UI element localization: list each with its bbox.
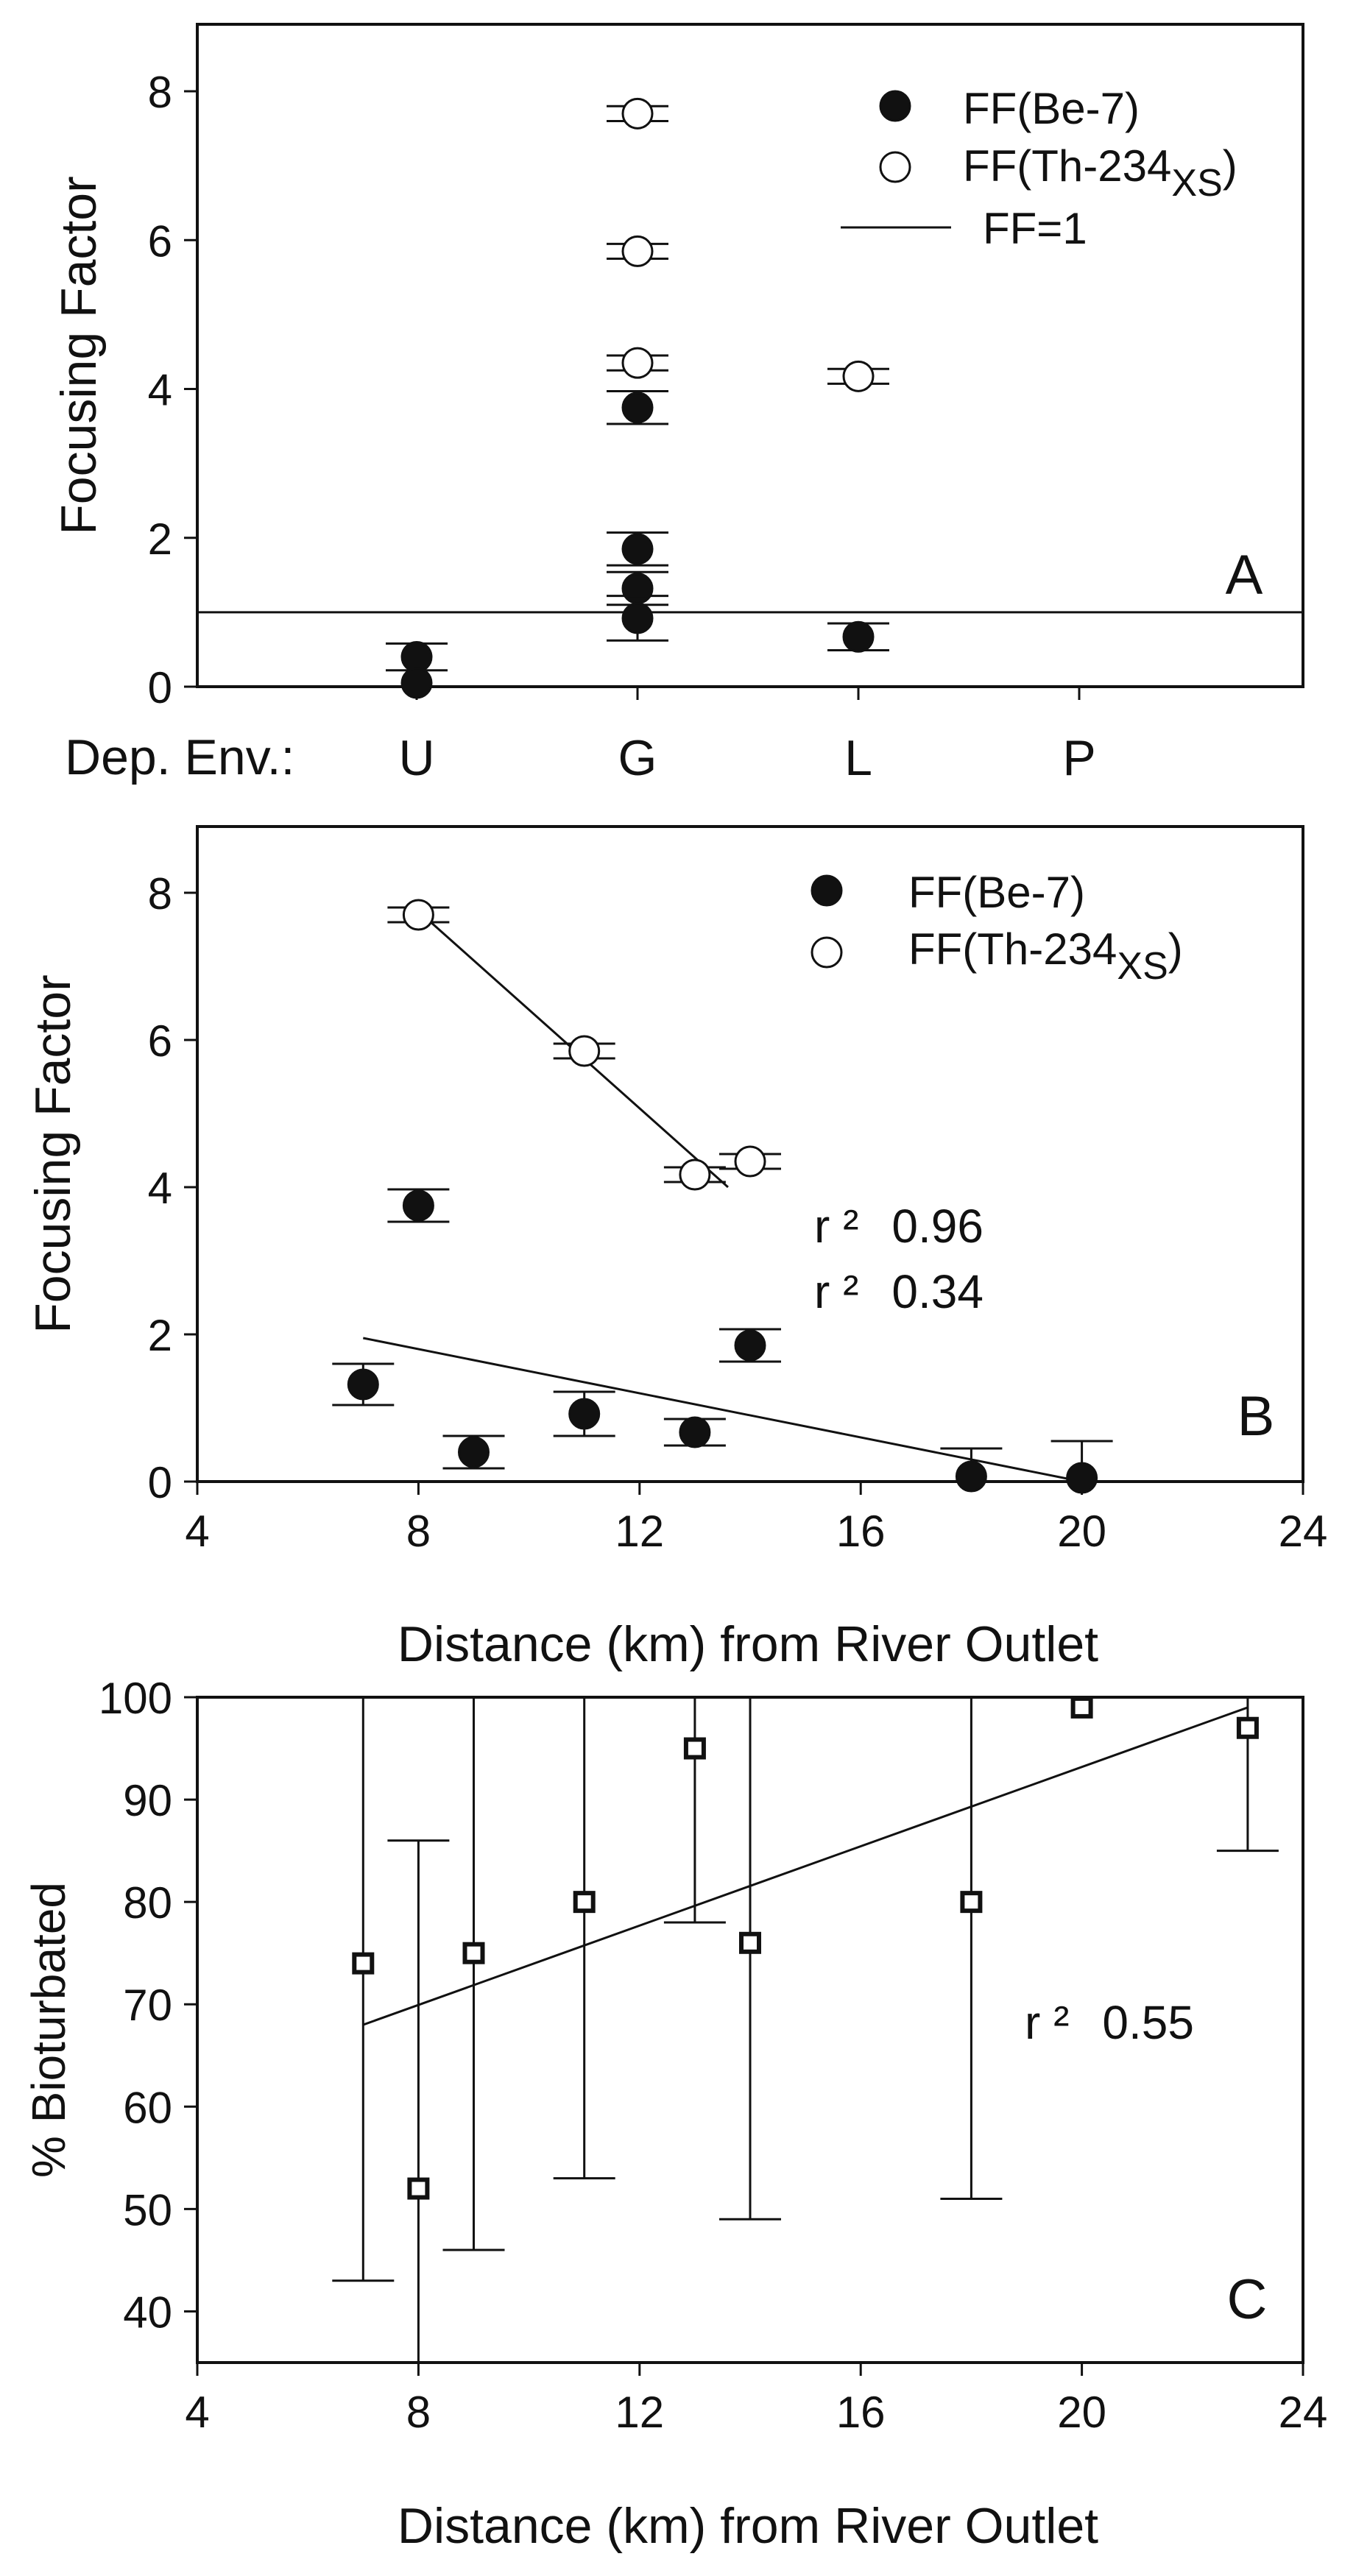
- panel-b-label: B: [1237, 1385, 1275, 1448]
- point-be7: [400, 667, 433, 699]
- category-label-p: P: [1062, 730, 1095, 786]
- point-bioturbated: [352, 1952, 375, 1975]
- panel-b-x-axis-label: Distance (km) from River Outlet: [398, 1616, 1098, 1672]
- y-tick-label: 8: [148, 68, 172, 117]
- x-tick-label: 16: [836, 2388, 886, 2437]
- category-label-u: U: [398, 730, 434, 786]
- panel-a-y-axis-label: Focusing Factor: [51, 176, 107, 535]
- y-tick-label: 4: [148, 1164, 172, 1213]
- x-tick-label: 12: [615, 1507, 664, 1556]
- legend-th234-marker: [879, 151, 911, 183]
- legend-be7-label: FF(Be-7): [963, 84, 1140, 133]
- panel-b-y-axis-label: Focusing Factor: [25, 974, 81, 1334]
- x-tick-label: 8: [406, 1507, 431, 1556]
- panel-c-label: C: [1227, 2268, 1268, 2331]
- panel-b-legend: FF(Be-7) FF(Th-234XS): [811, 868, 1183, 988]
- panel-c-r2: r ² 0.55: [1025, 1996, 1194, 2049]
- y-tick-label: 0: [148, 663, 172, 712]
- panel-b-frame: [196, 825, 1304, 1483]
- panel-a-label: A: [1226, 544, 1263, 606]
- fit-line-be7: [363, 1337, 1082, 1483]
- panel-b-r2-be: r ² 0.34: [814, 1265, 984, 1318]
- point-bioturbated: [407, 2177, 430, 2200]
- legend-th234-label: FF(Th-234XS): [908, 924, 1183, 988]
- x-tick-label: 20: [1057, 1507, 1106, 1556]
- point-th234: [568, 1035, 601, 1067]
- point-bioturbated: [462, 1942, 485, 1964]
- legend-ff1-label: FF=1: [983, 204, 1087, 253]
- legend-th234-label: FF(Th-234XS): [963, 141, 1237, 205]
- panel-a-x-prefix: Dep. Env.:: [65, 729, 294, 785]
- panel-c-x-axis-label: Distance (km) from River Outlet: [398, 2498, 1098, 2554]
- point-be7: [568, 1398, 601, 1430]
- point-be7: [458, 1436, 490, 1468]
- y-tick-label: 70: [123, 1981, 172, 2030]
- y-tick-label: 8: [148, 869, 172, 919]
- x-tick-label: 16: [836, 1507, 886, 1556]
- y-tick-label: 40: [123, 2287, 172, 2337]
- point-th234: [679, 1158, 711, 1191]
- point-bioturbated: [739, 1931, 761, 1954]
- x-tick-label: 8: [406, 2388, 431, 2437]
- point-bioturbated: [683, 1737, 706, 1760]
- legend-be7-label: FF(Be-7): [908, 868, 1085, 917]
- point-be7: [955, 1460, 987, 1493]
- y-tick-label: 100: [99, 1674, 172, 1723]
- point-be7: [621, 392, 654, 424]
- legend-th234-marker: [811, 936, 843, 969]
- point-be7: [679, 1416, 711, 1448]
- point-th234: [621, 347, 654, 379]
- point-bioturbated: [573, 1891, 596, 1914]
- legend-be7-marker: [811, 874, 843, 907]
- panel-a: Focusing Factor Dep. Env.: FF(Be-7) FF(T…: [51, 23, 1304, 786]
- point-th234: [842, 360, 875, 392]
- panel-c: % Bioturbated Distance (km) from River O…: [22, 1674, 1327, 2554]
- panel-a-legend: FF(Be-7) FF(Th-234XS) FF=1: [841, 84, 1237, 253]
- y-tick-label: 2: [148, 514, 172, 564]
- point-bioturbated: [960, 1891, 983, 1914]
- x-tick-label: 4: [185, 2388, 209, 2437]
- category-label-l: L: [844, 730, 872, 786]
- x-tick-label: 20: [1057, 2388, 1106, 2437]
- panel-a-frame: [196, 23, 1304, 688]
- y-tick-label: 6: [148, 1016, 172, 1066]
- x-tick-label: 12: [615, 2388, 664, 2437]
- y-tick-label: 50: [123, 2185, 172, 2234]
- panel-b-r2-th: r ² 0.96: [814, 1200, 984, 1253]
- point-be7: [347, 1368, 379, 1401]
- point-th234: [621, 97, 654, 130]
- y-tick-label: 6: [148, 216, 172, 266]
- point-be7: [402, 1189, 434, 1222]
- y-tick-label: 2: [148, 1311, 172, 1360]
- y-tick-label: 60: [123, 2083, 172, 2132]
- y-tick-label: 0: [148, 1458, 172, 1507]
- panel-b: Focusing Factor Distance (km) from River…: [25, 825, 1328, 1672]
- point-bioturbated: [1070, 1696, 1093, 1719]
- point-be7: [842, 620, 875, 653]
- category-label-g: G: [618, 730, 657, 786]
- point-be7: [621, 533, 654, 565]
- y-tick-label: 4: [148, 366, 172, 415]
- x-tick-label: 4: [185, 1507, 209, 1556]
- point-th234: [734, 1145, 766, 1178]
- y-tick-label: 90: [123, 1776, 172, 1825]
- x-tick-label: 24: [1279, 1507, 1328, 1556]
- legend-be7-marker: [879, 90, 911, 122]
- point-th234: [621, 235, 654, 267]
- point-th234: [402, 899, 434, 931]
- point-be7: [1066, 1462, 1098, 1494]
- point-bioturbated: [1236, 1716, 1259, 1739]
- fit-line-bioturbated: [362, 1706, 1249, 2026]
- point-be7: [734, 1329, 766, 1362]
- y-tick-label: 80: [123, 1878, 172, 1928]
- point-be7: [621, 602, 654, 634]
- panel-c-y-axis-label: % Bioturbated: [22, 1882, 75, 2178]
- x-tick-label: 24: [1279, 2388, 1328, 2437]
